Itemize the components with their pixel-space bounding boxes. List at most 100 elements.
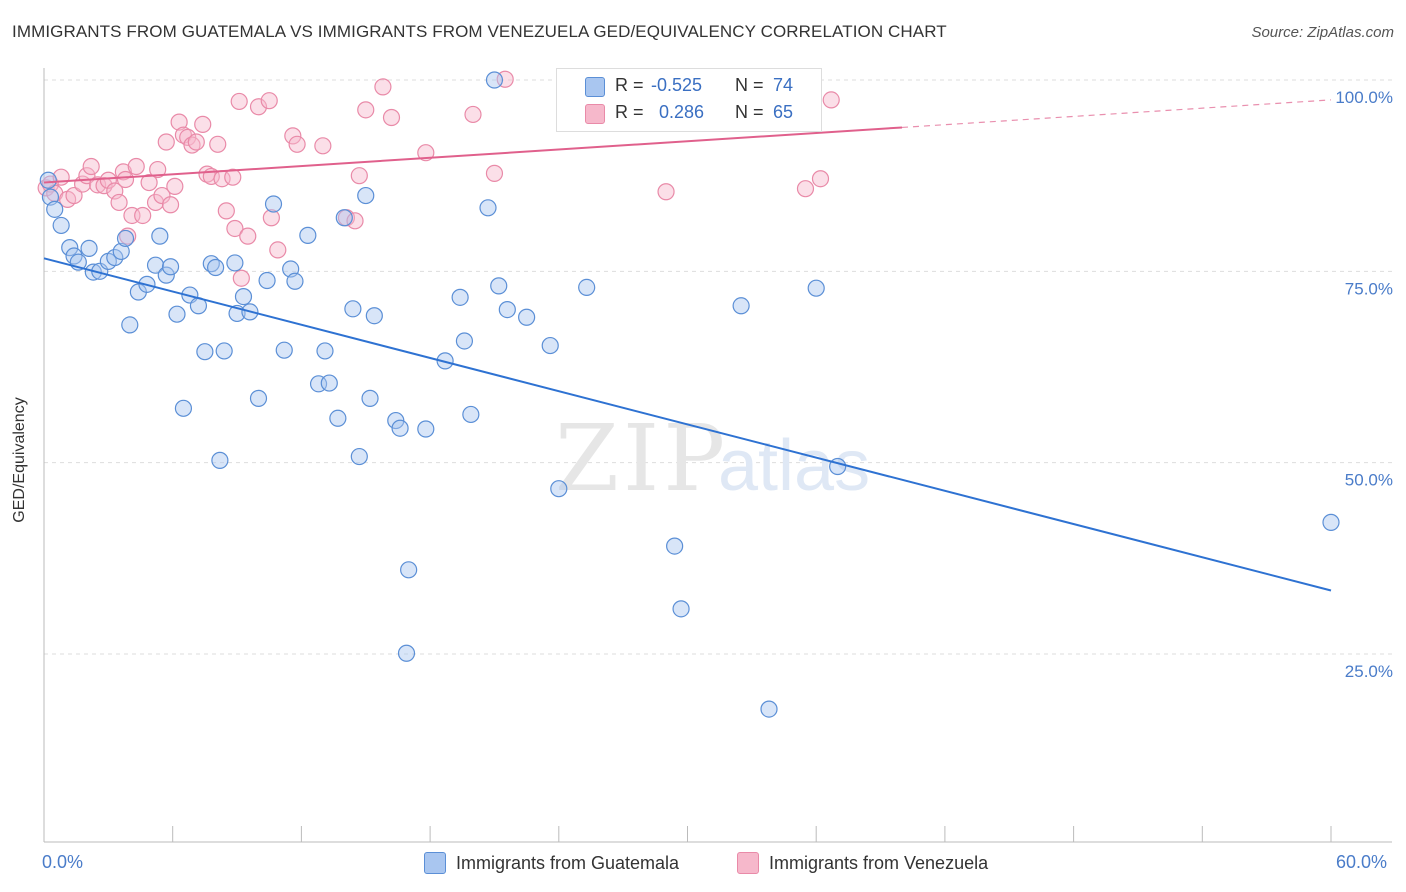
data-point-guatemala [121, 316, 139, 334]
axis-layer [43, 68, 1392, 843]
x-tick-label-min: 0.0% [42, 852, 84, 872]
data-point-guatemala [550, 480, 568, 498]
data-point-venezuela [284, 127, 302, 145]
legend: Immigrants from Guatemala Immigrants fro… [0, 852, 1406, 878]
legend-item-venezuela[interactable]: Immigrants from Venezuela [737, 852, 988, 874]
data-point-guatemala [275, 341, 293, 359]
data-point-venezuela [134, 206, 152, 225]
data-point-venezuela [230, 92, 248, 111]
data-point-guatemala [400, 561, 418, 579]
legend-item-guatemala[interactable]: Immigrants from Guatemala [424, 852, 679, 874]
data-point-venezuela [116, 170, 135, 189]
data-point-venezuela [260, 92, 278, 110]
data-point-guatemala [518, 308, 536, 326]
data-point-guatemala [578, 278, 596, 297]
data-point-guatemala [316, 342, 334, 360]
data-point-guatemala [168, 305, 186, 323]
data-point-guatemala [391, 419, 409, 437]
legend-label-venezuela: Immigrants from Venezuela [769, 852, 989, 873]
data-point-venezuela [157, 133, 175, 151]
data-point-venezuela [149, 160, 167, 179]
data-point-venezuela [166, 177, 184, 195]
data-point-guatemala [451, 288, 469, 306]
stats-r-value-venezuela: 0.286 [659, 102, 705, 122]
data-point-venezuela [464, 105, 482, 124]
data-point-venezuela [209, 135, 227, 153]
data-point-venezuela [99, 171, 117, 189]
data-point-venezuela [239, 227, 257, 245]
y-tick-label: 75.0% [1345, 279, 1393, 298]
stats-swatch-venezuela [585, 104, 605, 124]
data-point-guatemala [46, 200, 64, 218]
data-point-venezuela [657, 183, 675, 201]
data-point-guatemala [397, 644, 416, 662]
stats-r-value-guatemala: -0.525 [651, 75, 703, 95]
data-point-venezuela [485, 164, 504, 182]
data-point-guatemala [151, 227, 169, 245]
data-point-guatemala [732, 297, 750, 315]
stats-r-label: R = [615, 75, 644, 95]
stats-n-label: N = [735, 102, 764, 122]
data-point-venezuela [153, 186, 171, 205]
data-point-guatemala [672, 600, 690, 618]
data-point-venezuela [82, 157, 100, 176]
data-point-venezuela [382, 108, 401, 127]
data-point-guatemala [455, 332, 474, 350]
data-point-venezuela [822, 91, 840, 109]
stats-n-label: N = [735, 75, 764, 95]
data-point-guatemala [207, 258, 225, 277]
data-point-guatemala [760, 700, 778, 718]
data-point-venezuela [170, 113, 188, 131]
trend-line-venezuela [43, 126, 903, 184]
data-point-venezuela [226, 219, 244, 238]
source-note: Source: ZipAtlas.com [1251, 24, 1394, 41]
stats-row-venezuela: R = 0.286 N = 65 [557, 100, 821, 126]
stats-swatch-guatemala [585, 77, 605, 97]
data-point-venezuela [374, 78, 392, 96]
data-point-venezuela [796, 180, 815, 198]
data-point-guatemala [365, 307, 383, 325]
y-tick-labels: 25.0% 50.0% 75.0% 100.0% [1335, 88, 1393, 681]
trend-line-venezuela-extension [901, 99, 1332, 129]
stats-box: R = -0.525 N = 74 R = 0.286 N = 65 [556, 68, 822, 132]
legend-swatch-guatemala [424, 852, 446, 874]
trend-line-guatemala [43, 257, 1332, 592]
legend-label-guatemala: Immigrants from Guatemala [456, 852, 680, 873]
data-point-guatemala [215, 342, 233, 360]
data-point-venezuela [110, 193, 128, 212]
data-point-venezuela [262, 209, 280, 227]
data-point-guatemala [666, 537, 684, 555]
data-point-guatemala [479, 199, 497, 217]
grid-layer [44, 79, 1392, 655]
chart-title: IMMIGRANTS FROM GUATEMALA VS IMMIGRANTS … [12, 22, 947, 41]
data-point-guatemala [226, 254, 244, 272]
data-point-guatemala [286, 272, 304, 290]
watermark-zip: ZIP [555, 405, 729, 512]
data-point-venezuela [417, 144, 435, 162]
data-point-guatemala [417, 420, 435, 438]
data-point-guatemala [116, 229, 135, 248]
data-point-venezuela [350, 167, 368, 185]
y-tick-label: 50.0% [1345, 471, 1393, 490]
data-point-guatemala [357, 186, 375, 205]
stats-n-value-venezuela: 65 [773, 102, 794, 122]
data-point-guatemala [344, 300, 362, 318]
stats-row-guatemala: R = -0.525 N = 74 [557, 73, 821, 99]
data-point-venezuela [161, 196, 180, 214]
data-point-guatemala [1322, 513, 1340, 531]
data-point-guatemala [80, 239, 98, 257]
data-point-guatemala [112, 242, 130, 261]
series-guatemala-points [39, 71, 1340, 718]
data-point-guatemala [541, 336, 559, 355]
data-point-venezuela [314, 137, 332, 155]
data-point-guatemala [211, 451, 229, 469]
data-point-guatemala [335, 209, 353, 227]
data-point-guatemala [61, 239, 79, 257]
data-point-venezuela [224, 168, 242, 186]
data-point-guatemala [234, 287, 253, 306]
data-point-guatemala [299, 226, 317, 244]
data-point-guatemala [462, 405, 480, 424]
data-point-venezuela [127, 157, 145, 176]
data-point-venezuela [140, 173, 158, 192]
